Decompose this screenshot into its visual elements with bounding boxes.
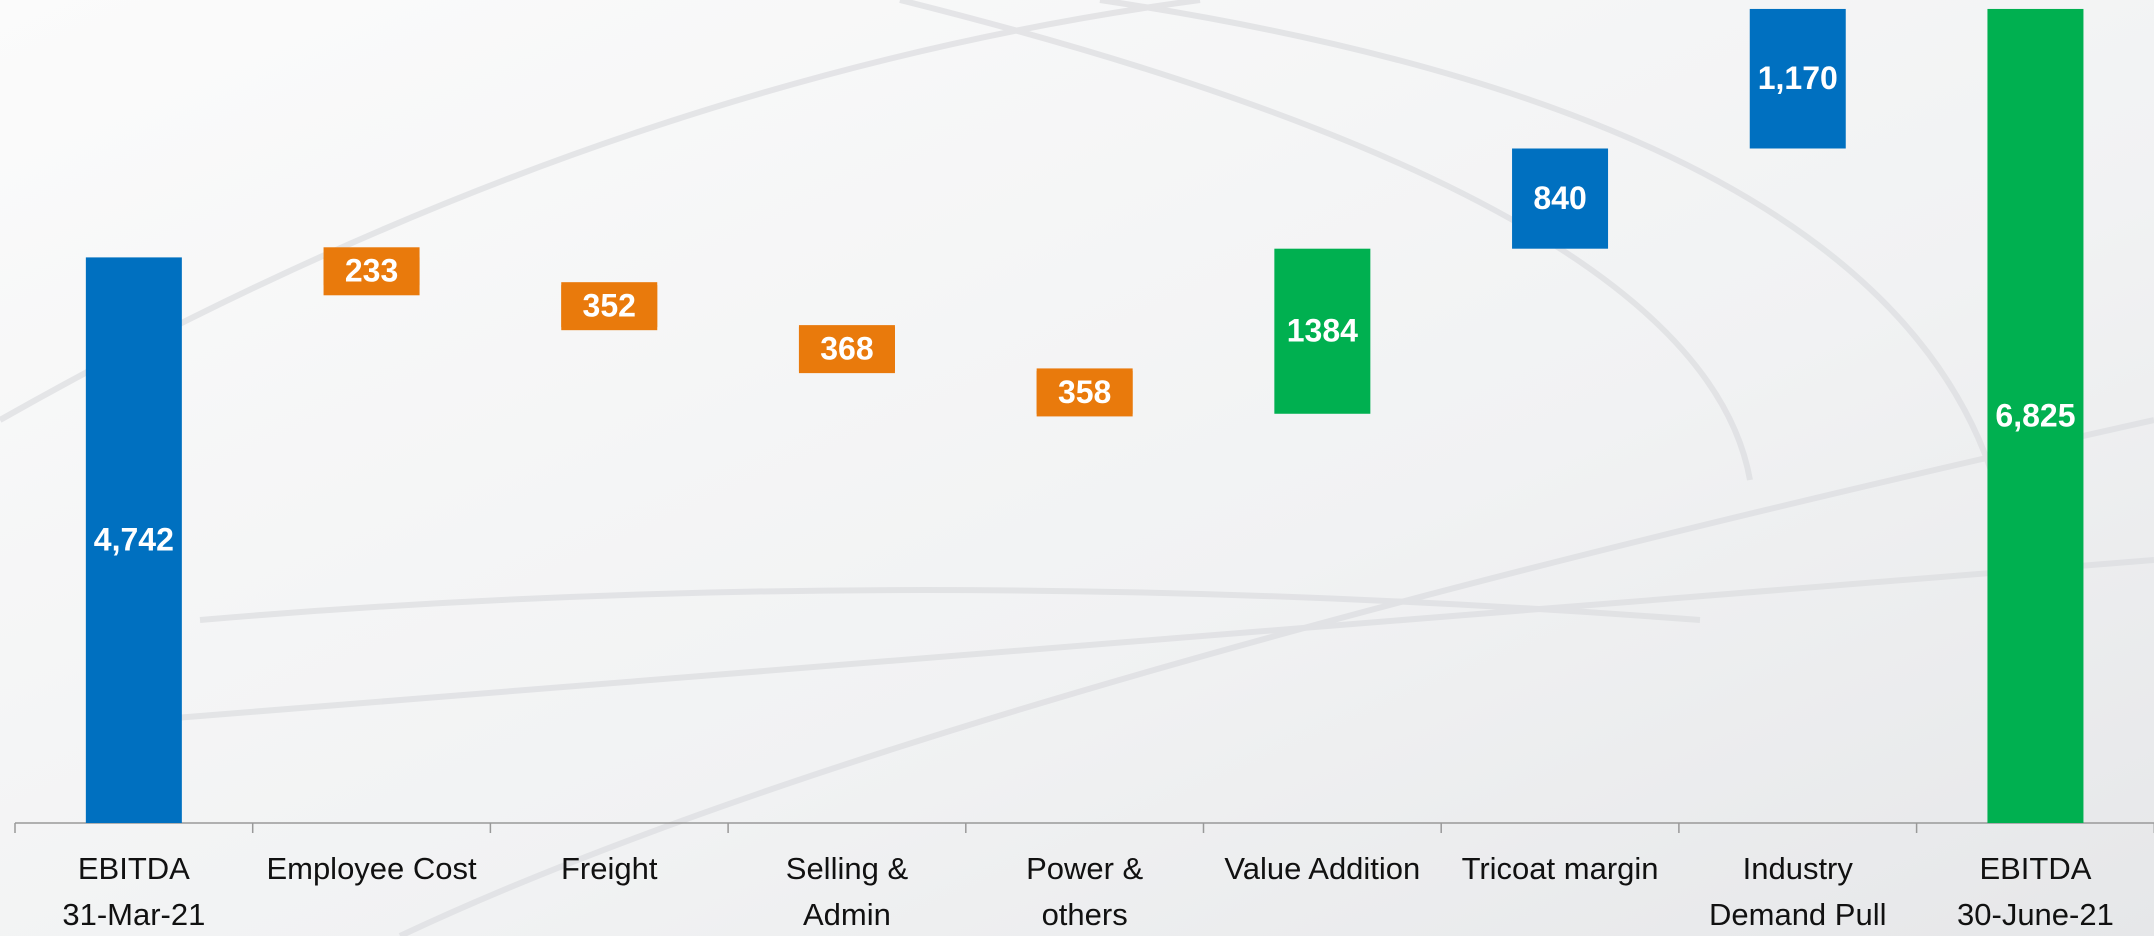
- value-label: 6,825: [1995, 397, 2075, 433]
- x-tick-label: Value Addition: [1224, 851, 1420, 886]
- x-tick-label: 30-June-21: [1957, 897, 2114, 932]
- x-tick-label: EBITDA: [1979, 851, 2091, 886]
- value-label: 358: [1058, 374, 1111, 410]
- value-label: 840: [1533, 180, 1586, 216]
- value-label: 233: [345, 253, 398, 289]
- x-tick-label: 31-Mar-21: [62, 897, 205, 932]
- x-tick-label: Power &: [1026, 851, 1143, 886]
- x-tick-label: Freight: [561, 851, 658, 886]
- x-tick-label: Tricoat margin: [1462, 851, 1659, 886]
- x-tick-label: Industry: [1743, 851, 1854, 886]
- value-label: 4,742: [94, 522, 174, 558]
- value-label: 368: [820, 331, 873, 367]
- x-tick-label: others: [1042, 897, 1128, 932]
- chart: 4,742 EBITDA 31-Mar-21 233 Employee Cost 352 F…: [0, 0, 2154, 936]
- x-tick-label: Demand Pull: [1709, 897, 1886, 932]
- x-tick-label: EBITDA: [78, 851, 190, 886]
- x-tick-label: Employee Cost: [266, 851, 477, 886]
- value-label: 1384: [1287, 313, 1358, 349]
- value-label: 1,170: [1758, 60, 1838, 96]
- x-tick-label: Admin: [803, 897, 891, 932]
- value-label: 352: [583, 288, 636, 324]
- x-tick-label: Selling &: [786, 851, 909, 886]
